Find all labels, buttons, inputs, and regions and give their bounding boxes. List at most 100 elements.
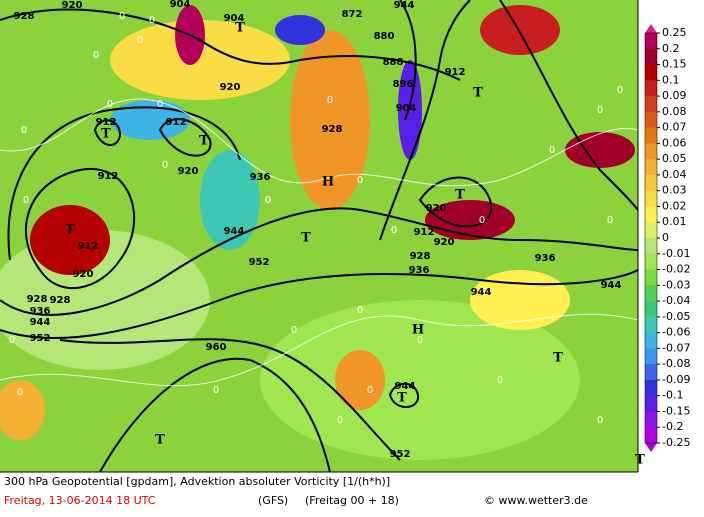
caption-credit: © www.wetter3.de bbox=[484, 494, 588, 507]
contour-label: 936 bbox=[409, 265, 430, 276]
colorbar-segment bbox=[645, 395, 657, 412]
contour-label: 936 bbox=[30, 306, 51, 317]
vorticity-zero-label: 0 bbox=[17, 387, 23, 398]
geopotential-contours bbox=[0, 0, 639, 473]
pressure-center: T bbox=[397, 391, 407, 406]
contour-label: 936 bbox=[535, 253, 556, 264]
contour bbox=[388, 382, 420, 408]
contour-label: 912 bbox=[166, 117, 187, 128]
contour-label: 920 bbox=[62, 0, 83, 11]
zero-lines bbox=[0, 98, 639, 387]
vorticity-zero-label: 0 bbox=[327, 95, 333, 106]
colorbar-arrow-bottom bbox=[645, 443, 657, 452]
vorticity-zero-label: 0 bbox=[162, 160, 168, 171]
contour-label: 920 bbox=[426, 203, 447, 214]
vorticity-zero-label: 0 bbox=[119, 11, 125, 22]
colorbar-label: 0.05 bbox=[662, 152, 687, 165]
contour-label: 928 bbox=[27, 294, 48, 305]
vorticity-zero-label: 0 bbox=[213, 385, 219, 396]
colorbar-label: -0.09 bbox=[662, 373, 690, 386]
contour-label: 952 bbox=[30, 333, 51, 344]
contour-label: 912 bbox=[98, 171, 119, 182]
contour bbox=[93, 119, 122, 146]
colorbar-segment bbox=[645, 348, 657, 365]
contour-label: 912 bbox=[96, 117, 117, 128]
pressure-center: T bbox=[155, 433, 165, 448]
contour-label: 952 bbox=[390, 449, 411, 460]
colorbar-label: -0.07 bbox=[662, 341, 690, 354]
colorbar-label: 0.1 bbox=[662, 73, 680, 86]
field-patch bbox=[335, 350, 385, 410]
colorbar-segment bbox=[645, 332, 657, 349]
vorticity-zero-label: 0 bbox=[617, 85, 623, 96]
contour-label: 888 bbox=[383, 57, 404, 68]
contour-label: 944 bbox=[30, 317, 51, 328]
colorbar-segment bbox=[645, 222, 657, 239]
colorbar-label: -0.2 bbox=[662, 420, 683, 433]
pressure-center: H bbox=[412, 323, 424, 338]
contour-label: 880 bbox=[374, 31, 395, 42]
contour-label: 944 bbox=[394, 0, 415, 11]
zero-line bbox=[0, 98, 639, 187]
contour-label: 944 bbox=[224, 226, 245, 237]
contour-label: 896 bbox=[393, 79, 414, 90]
pressure-center: T bbox=[101, 127, 111, 142]
vorticity-zero-label: 0 bbox=[417, 335, 423, 346]
zero-line bbox=[0, 313, 639, 387]
pressure-center: H bbox=[322, 175, 334, 190]
contour-label: 944 bbox=[601, 280, 622, 291]
colorbar-segment bbox=[645, 253, 657, 271]
contour-label: 920 bbox=[178, 166, 199, 177]
colorbar-segment bbox=[645, 285, 657, 302]
contour bbox=[7, 106, 241, 261]
colorbar-segment bbox=[645, 80, 657, 97]
contour-label: 920 bbox=[220, 82, 241, 93]
contour-label: 928 bbox=[322, 124, 343, 135]
contour bbox=[59, 338, 401, 461]
colorbar-segment bbox=[645, 48, 657, 66]
colorbar-segment bbox=[645, 238, 657, 255]
colorbar-label: 0.08 bbox=[662, 105, 687, 118]
vorticity-zero-label: 0 bbox=[549, 145, 555, 156]
contour-label: 920 bbox=[73, 269, 94, 280]
contour-label: 912 bbox=[414, 227, 435, 238]
field-patch bbox=[290, 30, 370, 210]
vorticity-zero-label: 0 bbox=[597, 105, 603, 116]
pressure-center: T bbox=[235, 21, 245, 36]
colorbar-segment bbox=[645, 143, 657, 160]
vorticity-zero-label: 0 bbox=[21, 125, 27, 136]
contour bbox=[24, 167, 136, 289]
colorbar-label: 0.04 bbox=[662, 168, 687, 181]
vorticity-zero-label: 0 bbox=[367, 385, 373, 396]
field-patch bbox=[30, 205, 110, 275]
caption-title: 300 hPa Geopotential [gpdam], Advektion … bbox=[4, 475, 390, 488]
colorbar-segment bbox=[645, 364, 657, 381]
colorbar-segment bbox=[645, 411, 657, 428]
vorticity-zero-label: 0 bbox=[357, 305, 363, 316]
vorticity-zero-label: 0 bbox=[391, 225, 397, 236]
pressure-center: T bbox=[473, 86, 483, 101]
vorticity-zero-label: 0 bbox=[157, 99, 163, 110]
vorticity-zero-label: 0 bbox=[9, 335, 15, 346]
contour-label: 904 bbox=[224, 13, 245, 24]
contour-label: 928 bbox=[14, 11, 35, 22]
colorbar-segment bbox=[645, 96, 657, 113]
vorticity-zero-label: 0 bbox=[357, 175, 363, 186]
field-patch bbox=[110, 20, 290, 100]
caption-model: (GFS) bbox=[258, 494, 288, 507]
colorbar-segment bbox=[645, 64, 657, 81]
contour bbox=[158, 118, 212, 157]
colorbar-label: -0.03 bbox=[662, 278, 690, 291]
colorbar-segment bbox=[645, 127, 657, 144]
contour bbox=[379, 0, 471, 241]
colorbar-label: 0.09 bbox=[662, 89, 687, 102]
colorbar-label: -0.02 bbox=[662, 263, 690, 276]
contour-label: 912 bbox=[78, 241, 99, 252]
caption-run: (Freitag 00 + 18) bbox=[305, 494, 399, 507]
vorticity-zero-label: 0 bbox=[23, 195, 29, 206]
contour-label: 928 bbox=[410, 251, 431, 262]
colorbar-segment bbox=[645, 33, 657, 50]
vorticity-zero-label: 0 bbox=[93, 50, 99, 61]
pressure-center: T bbox=[635, 453, 645, 468]
colorbar-label: 0.03 bbox=[662, 184, 687, 197]
